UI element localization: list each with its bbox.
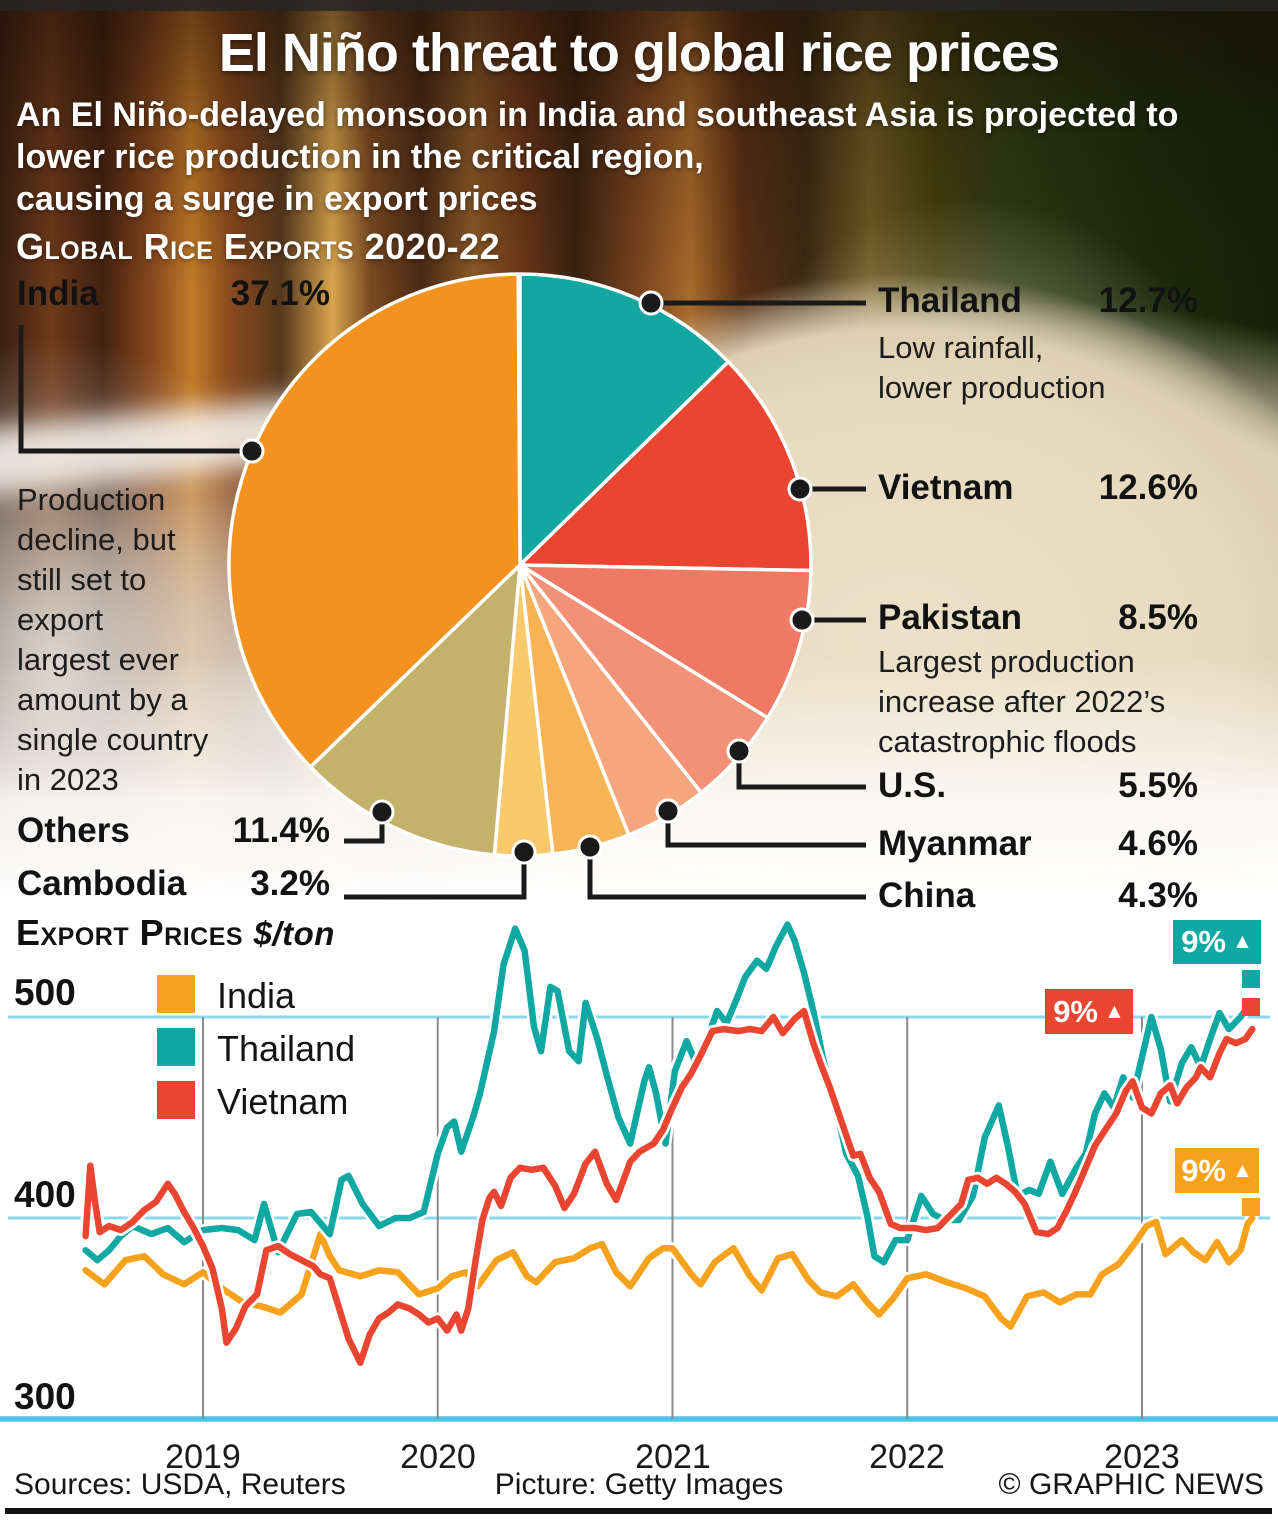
pie-label-myanmar: Myanmar	[878, 824, 1032, 863]
leader-dot-myanmar	[655, 798, 681, 824]
badge-thailand-change: 9% ▲	[1173, 920, 1261, 964]
x-tick-2023: 2023	[1104, 1438, 1180, 1476]
leader-line-india	[18, 325, 252, 454]
leader-dot-india	[239, 438, 265, 464]
pie-label-pakistan: Pakistan	[878, 598, 1022, 637]
pie-label-others: Others	[17, 811, 130, 850]
pie-pct-vietnam: 12.6%	[1098, 468, 1198, 507]
legend-swatch-thailand	[157, 1028, 195, 1066]
chart-section-title: Export Prices $/ton	[16, 912, 335, 953]
leader-dot-cambodia	[511, 839, 537, 865]
subtitle-line: lower rice production in the critical re…	[16, 138, 704, 176]
leader-dot-pakistan	[789, 607, 815, 633]
badge-india-change: 9% ▲	[1175, 1148, 1259, 1193]
pie-slice-vietnam	[518, 360, 813, 573]
leader-line-us	[736, 751, 866, 790]
y-tick-500: 500	[14, 972, 76, 1013]
pie-label-cambodia: Cambodia	[17, 864, 187, 903]
line-chart	[0, 918, 1278, 1422]
bottom-border	[5, 1508, 1272, 1514]
india-note: Production decline, but still set to expor…	[17, 482, 209, 797]
x-tick-2020: 2020	[400, 1438, 476, 1476]
leader-line-myanmar	[665, 811, 866, 848]
leader-dot-vietnam	[787, 476, 813, 502]
pie-chart	[18, 272, 866, 900]
up-arrow-icon: ▲	[1232, 930, 1253, 953]
pie-label-india: India	[17, 274, 99, 313]
leader-dot-others	[369, 799, 395, 825]
page-title: El Niño threat to global rice prices	[218, 23, 1060, 83]
pie-slice-thailand	[518, 272, 731, 567]
legend-swatch-vietnam	[157, 1081, 195, 1119]
x-tick-2022: 2022	[869, 1438, 945, 1476]
picture-credit: Picture: Getty Images	[494, 1468, 784, 1501]
pakistan-note: Largest production increase after 2022’s c…	[878, 644, 1166, 759]
leader-dot-china	[577, 834, 603, 860]
pie-pct-us: 5.5%	[1118, 766, 1198, 805]
up-arrow-icon: ▲	[1232, 1158, 1253, 1182]
pie-pct-india: 37.1%	[230, 274, 330, 313]
leader-dot-us	[726, 738, 752, 764]
y-tick-300: 300	[14, 1376, 76, 1417]
pie-label-us: U.S.	[878, 766, 947, 805]
pie-slice-pakistan	[518, 563, 813, 720]
x-tick-2019: 2019	[165, 1438, 241, 1476]
subtitle-line: An El Niño-delayed monsoon in India and …	[16, 96, 1179, 134]
legend-label-india: India	[217, 975, 296, 1016]
leader-dot-thailand	[638, 290, 664, 316]
legend-label-vietnam: Vietnam	[217, 1081, 349, 1122]
graphic-news-credit: © GRAPHIC NEWS	[998, 1468, 1264, 1501]
leader-line-cambodia	[344, 852, 527, 900]
legend-label-thailand: Thailand	[217, 1028, 356, 1069]
x-tick-2021: 2021	[635, 1438, 711, 1476]
chart-unit: $/ton	[253, 915, 335, 952]
legend-swatch-india	[157, 975, 195, 1013]
pie-label-china: China	[878, 876, 976, 915]
pie-label-thailand: Thailand	[878, 281, 1022, 320]
pie-label-vietnam: Vietnam	[878, 468, 1014, 507]
thailand-note: Low rainfall, lower production	[878, 330, 1106, 405]
subtitle-line: causing a surge in export prices	[16, 180, 538, 218]
pie-section-title: Global Rice Exports 2020-22	[16, 226, 501, 267]
sources-credit: Sources: USDA, Reuters	[14, 1468, 346, 1501]
end-marker-vietnam	[1242, 998, 1260, 1016]
up-arrow-icon: ▲	[1104, 999, 1125, 1023]
end-marker-thailand	[1242, 970, 1260, 988]
pie-pct-myanmar: 4.6%	[1118, 824, 1198, 863]
series-vietnam	[82, 1007, 1256, 1366]
series-india	[82, 1214, 1256, 1330]
pie-pct-thailand: 12.7%	[1098, 281, 1198, 320]
pie-pct-cambodia: 3.2%	[250, 864, 330, 903]
top-border	[0, 0, 1278, 11]
pie-slice-others	[308, 563, 522, 857]
badge-vietnam-change: 9% ▲	[1045, 989, 1133, 1034]
pie-pct-china: 4.3%	[1118, 876, 1198, 915]
pie-pct-pakistan: 8.5%	[1118, 598, 1198, 637]
leader-line-china	[587, 847, 866, 900]
end-marker-india	[1242, 1198, 1260, 1216]
pie-pct-others: 11.4%	[232, 811, 330, 850]
y-tick-400: 400	[14, 1174, 76, 1215]
